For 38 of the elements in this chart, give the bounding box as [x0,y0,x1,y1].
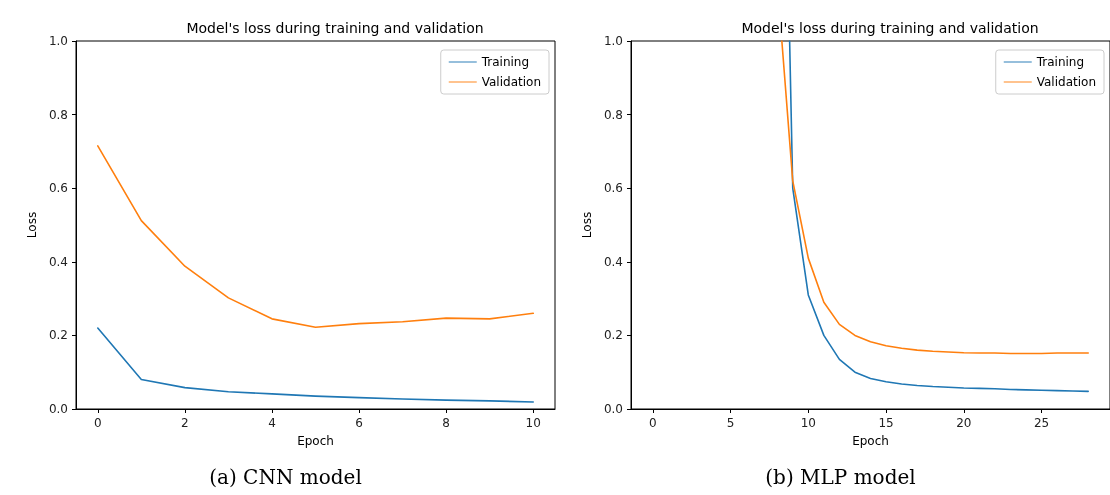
x-tick-label: 0 [648,416,657,430]
y-axis-title: Loss [580,211,594,239]
x-tick-label: 20 [956,416,972,430]
y-tick-label: 0.0 [48,402,68,416]
x-axis-title: Epoch [852,434,889,448]
y-tick-label: 0.4 [48,254,68,269]
legend-label: Training [1035,55,1085,69]
y-tick-label: 0.0 [603,402,623,416]
chart-title: Model's loss during training and validation [186,20,484,36]
x-tick-label: 25 [1033,416,1050,430]
x-tick-label: 8 [442,416,450,430]
legend-label: Training [480,55,530,69]
legend-label: Validation [481,75,542,89]
x-tick-label: 5 [726,416,735,430]
y-tick-label: 0.8 [603,107,623,122]
legend-label: Validation [1036,75,1097,89]
y-tick-label: 0.2 [48,328,68,343]
x-tick-label: 6 [355,416,363,430]
x-tick-label: 10 [800,416,816,430]
text: (b) MLP model [765,465,916,489]
x-tick-label: 15 [878,416,894,430]
x-tick-label: 4 [268,416,276,430]
line-series [96,145,535,329]
x-tick-label: 0 [93,416,102,430]
y-tick-label: 0.6 [603,181,623,196]
y-tick-label: 0.2 [603,328,623,343]
text: (a) CNN model [209,465,362,489]
y-tick-label: 0.8 [48,107,68,122]
y-tick-label: 0.4 [603,254,623,269]
chart-title: Model's loss during training and validation [741,20,1039,36]
y-tick-label: 0.6 [48,181,68,196]
y-tick-label: 1.0 [48,34,68,48]
x-tick-label: 2 [181,416,189,430]
x-axis-title: Epoch [297,434,334,448]
x-tick-label: 10 [525,416,541,430]
line-series [96,327,535,403]
y-tick-label: 1.0 [603,34,623,48]
y-axis-title: Loss [25,211,39,239]
